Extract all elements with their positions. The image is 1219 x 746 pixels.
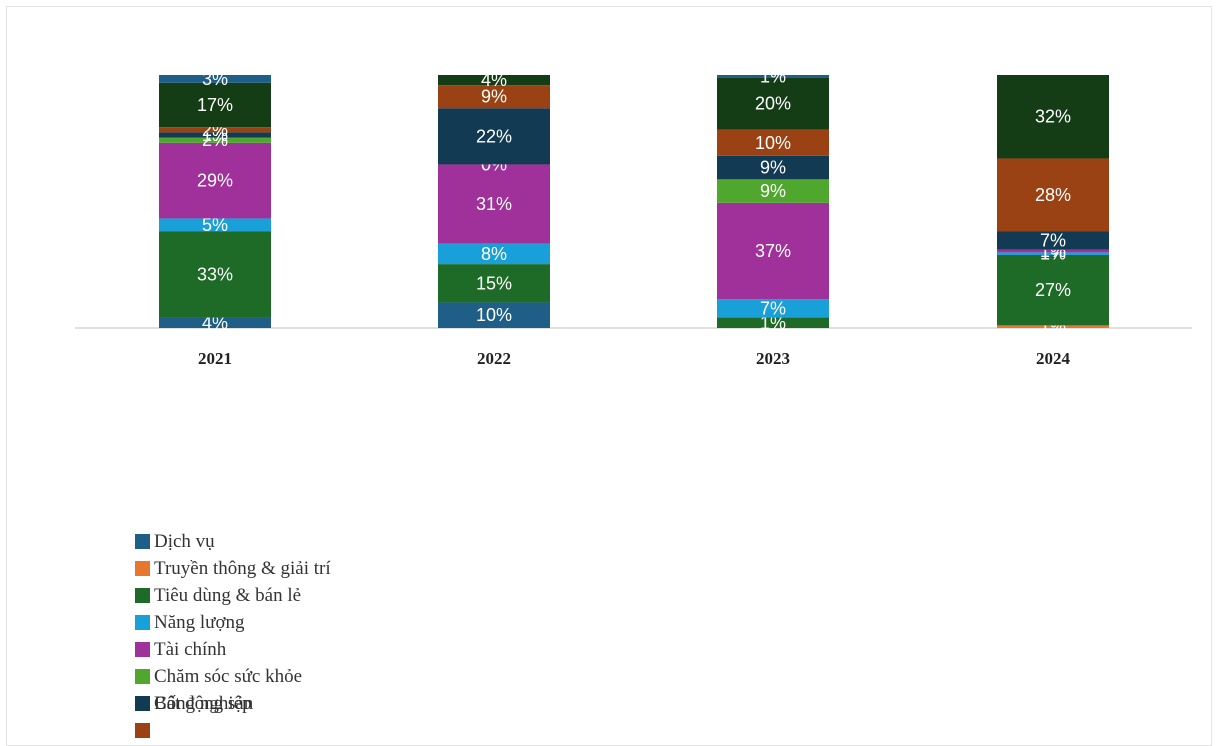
- bar-segment-2023-5: [717, 179, 829, 203]
- data-label-2021-0: 4%: [202, 313, 228, 333]
- bar-segment-2021-3: [159, 218, 271, 232]
- legend-label: Tài chính: [154, 639, 227, 660]
- x-tick-label-2022: 2022: [477, 349, 511, 368]
- bar-segment-2024-6: [997, 231, 1109, 250]
- bar-segment-2022-0: [438, 302, 550, 328]
- legend-label: Dịch vụ: [154, 531, 215, 552]
- data-label-2023-8: 20%: [755, 94, 791, 114]
- legend-label: Tiêu dùng & bán lẻ: [154, 585, 302, 606]
- bar-segment-2023-9: [717, 75, 829, 78]
- data-label-2022-4: 31%: [476, 194, 512, 214]
- legend-label: Truyền thông & giải trí: [154, 558, 331, 579]
- bar-segment-2022-2: [438, 264, 550, 303]
- legend-item-7: Công nghiệp: [135, 690, 331, 717]
- data-label-2022-8: 4%: [481, 70, 507, 90]
- legend-item-3: Năng lượng: [135, 609, 331, 636]
- bar-segment-2024-7: [997, 158, 1109, 232]
- legend-item-8: [135, 717, 331, 744]
- legend-swatch: [135, 534, 150, 549]
- legend-item-5: Chăm sóc sức khỏe: [135, 663, 331, 690]
- data-label-2021-2: 33%: [197, 265, 233, 285]
- bar-segment-2024-1: [997, 325, 1109, 328]
- bar-segment-2021-7: [159, 127, 271, 133]
- bar-segment-2022-6: [438, 108, 550, 165]
- bar-segment-2024-8: [997, 75, 1109, 159]
- data-label-2021-8: 17%: [197, 95, 233, 115]
- legend-label: Chăm sóc sức khỏe: [154, 666, 303, 687]
- bar-segment-2024-4: [997, 249, 1109, 253]
- bar-segment-2021-4: [159, 142, 271, 219]
- legend-item-0: Dịch vụ: [135, 528, 331, 555]
- legend-swatch: [135, 669, 150, 684]
- data-label-2024-8: 32%: [1035, 107, 1071, 127]
- data-label-2023-6: 9%: [760, 158, 786, 178]
- x-tick-label-2024: 2024: [1036, 349, 1071, 368]
- legend-swatch: [135, 588, 150, 603]
- data-label-2023-3: 7%: [760, 298, 786, 318]
- legend-label: Bất động sản: [154, 693, 254, 714]
- data-label-2022-3: 8%: [481, 244, 507, 264]
- legend-swatch: [135, 561, 150, 576]
- chart-legend: Dịch vụ Truyền thông & giải trí Tiêu dùng …: [135, 528, 331, 744]
- bar-segment-2022-4: [438, 164, 550, 244]
- bar-segment-2023-3: [717, 299, 829, 318]
- data-label-2023-7: 10%: [755, 133, 791, 153]
- data-label-2024-7: 28%: [1035, 185, 1071, 205]
- legend-item-1: Truyền thông & giải trí: [135, 555, 331, 582]
- bar-segment-2024-3: [997, 252, 1109, 255]
- data-label-2021-3: 5%: [202, 215, 228, 235]
- bar-segment-2021-0: [159, 317, 271, 328]
- bar-segment-2023-2: [717, 317, 829, 328]
- bar-segment-2021-6: [159, 132, 271, 138]
- legend-item-2: Tiêu dùng & bán lẻ: [135, 582, 331, 609]
- bar-segment-2023-6: [717, 155, 829, 180]
- data-label-2024-6: 7%: [1040, 231, 1066, 251]
- bar-segment-2021-9: [159, 75, 271, 83]
- data-label-2021-4: 29%: [197, 171, 233, 191]
- bar-segment-2023-7: [717, 129, 829, 156]
- data-label-2023-4: 37%: [755, 241, 791, 261]
- bar-segment-2023-4: [717, 202, 829, 300]
- data-label-2023-9: 1%: [760, 66, 786, 86]
- bar-segment-2021-2: [159, 231, 271, 318]
- data-label-2021-9: 3%: [202, 69, 228, 89]
- legend-swatch: [135, 696, 150, 711]
- legend-label: Công nghiệp: [154, 693, 252, 714]
- bar-segment-2021-8: [159, 82, 271, 128]
- data-label-2022-2: 15%: [476, 273, 512, 293]
- data-label-2024-2: 27%: [1035, 280, 1071, 300]
- legend-swatch: [135, 642, 150, 657]
- legend-item-4: Tài chính: [135, 636, 331, 663]
- legend-label: Năng lượng: [154, 612, 245, 633]
- legend-swatch: [135, 615, 150, 630]
- data-label-2023-5: 9%: [760, 181, 786, 201]
- bar-segment-2022-3: [438, 243, 550, 265]
- bar-segment-2022-8: [438, 75, 550, 86]
- data-label-2022-0: 10%: [476, 305, 512, 325]
- x-tick-label-2023: 2023: [756, 349, 790, 368]
- data-label-2022-6: 22%: [476, 126, 512, 146]
- bar-segment-2022-7: [438, 85, 550, 109]
- x-tick-label-2021: 2021: [198, 349, 232, 368]
- legend-swatch: [135, 723, 150, 738]
- bar-segment-2023-8: [717, 77, 829, 130]
- data-label-2022-7: 9%: [481, 87, 507, 107]
- data-label-2023-2: 1%: [760, 313, 786, 333]
- bar-segment-2021-5: [159, 137, 271, 143]
- bar-segment-2024-2: [997, 254, 1109, 326]
